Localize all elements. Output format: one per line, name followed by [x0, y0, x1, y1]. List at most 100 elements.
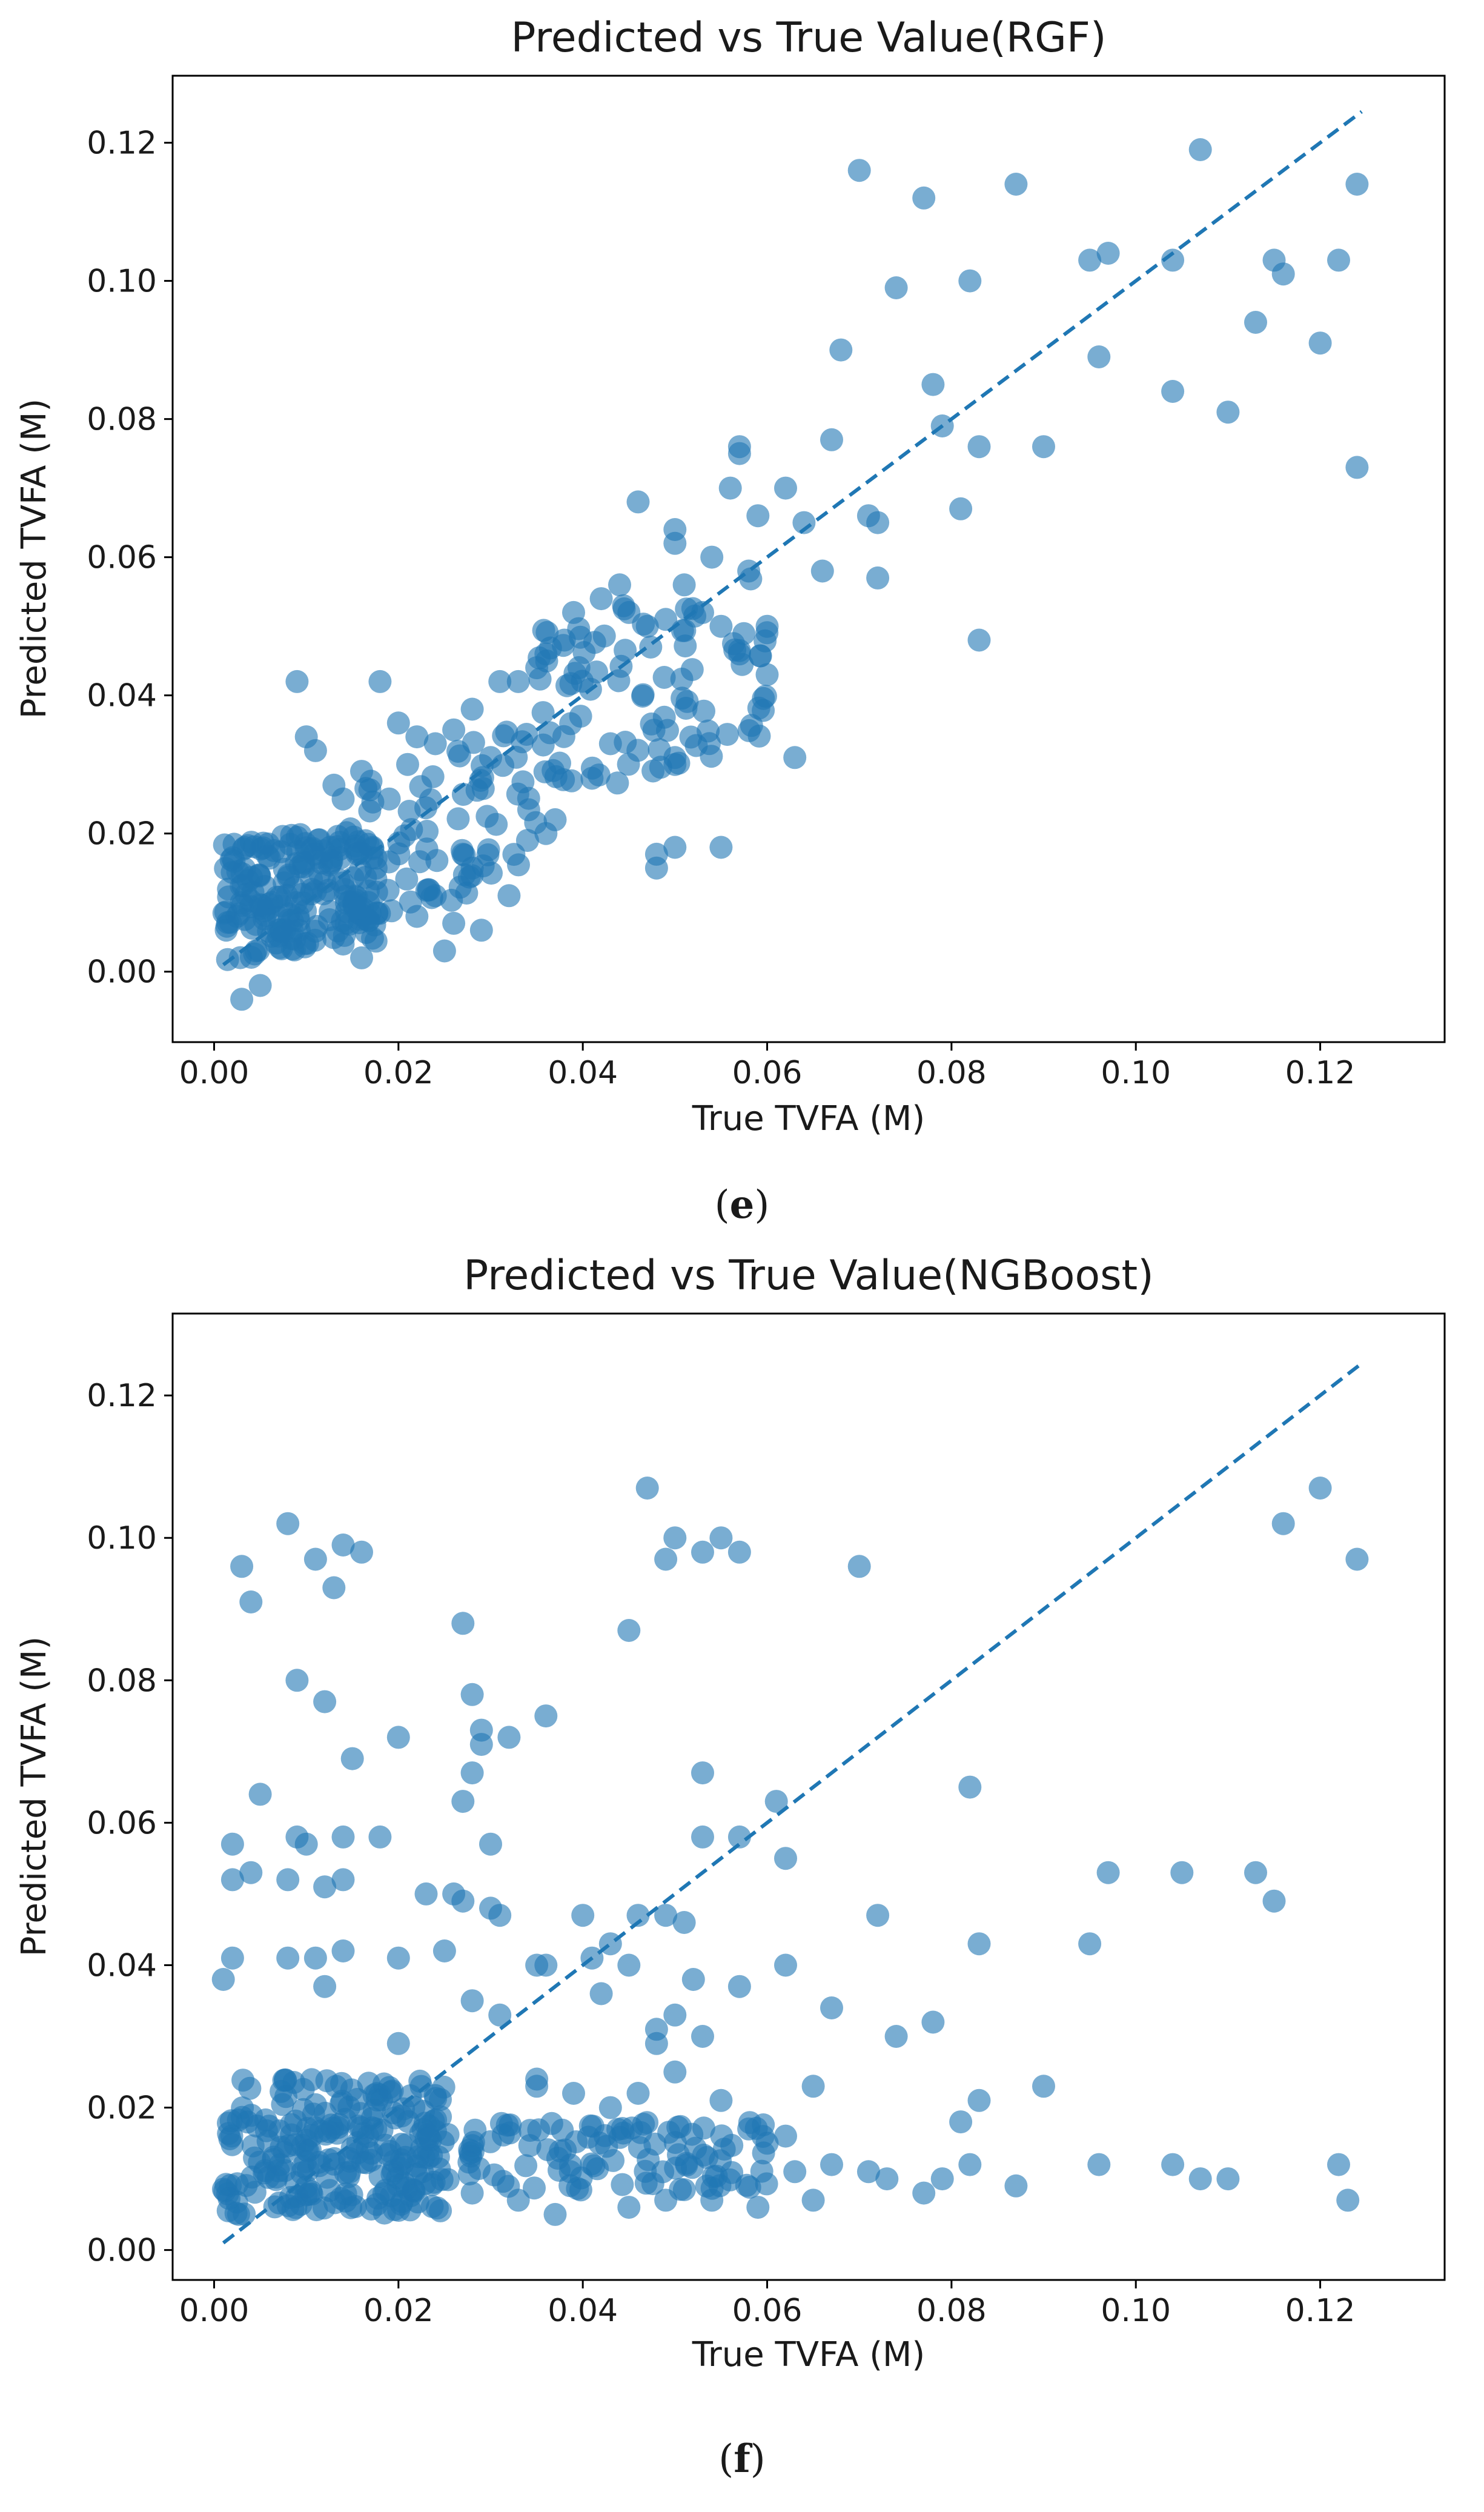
data-point: [727, 1975, 751, 1998]
data-point: [635, 1477, 659, 1500]
data-point: [670, 667, 694, 691]
data-point: [727, 642, 751, 666]
x-tick-label: 0.06: [732, 2293, 803, 2329]
chart-panel-f: Predicted vs True Value(NGBoost) 0.00 0.0…: [15, 1252, 1446, 2482]
x-tick-label: 0.08: [916, 2293, 987, 2329]
y-tick-label: 0.12: [87, 1378, 157, 1414]
data-point: [476, 843, 500, 866]
data-point: [350, 760, 373, 783]
data-point: [254, 2108, 277, 2132]
data-point: [829, 338, 853, 362]
data-point: [1078, 1932, 1102, 1956]
data-point: [262, 2145, 285, 2169]
data-point: [421, 765, 445, 788]
data-point: [313, 1690, 337, 1713]
data-point: [1336, 2188, 1360, 2212]
reference-line: [222, 1361, 1363, 2245]
data-point: [958, 1775, 982, 1799]
data-point: [1096, 1861, 1120, 1884]
data-point: [755, 2132, 779, 2155]
data-point: [345, 2088, 369, 2111]
data-point: [243, 942, 267, 966]
y-tick-label: 0.06: [87, 1805, 157, 1841]
x-tick-label: 0.00: [179, 1055, 250, 1091]
x-tick-label: 0.12: [1285, 2293, 1356, 2329]
data-point: [231, 2096, 254, 2119]
data-point: [700, 545, 724, 569]
data-point: [506, 2188, 530, 2212]
y-axis-label: Predicted TVFA (M): [15, 399, 54, 719]
data-point: [294, 725, 318, 749]
data-point: [423, 884, 447, 908]
data-point: [331, 1868, 355, 1892]
data-point: [350, 946, 373, 969]
data-point: [672, 2178, 696, 2201]
data-point: [380, 899, 403, 923]
data-point: [746, 504, 770, 528]
data-point: [469, 1733, 493, 1756]
y-tick-label: 0.10: [87, 1520, 157, 1557]
data-point: [692, 699, 715, 723]
data-point: [1096, 242, 1120, 265]
plot-frame: [171, 1312, 1446, 2281]
chart-title: Predicted vs True Value(NGBoost): [463, 1252, 1153, 1300]
y-tick-label: 0.08: [87, 1663, 157, 1699]
data-point: [1161, 380, 1185, 403]
x-tick-label: 0.00: [179, 2293, 250, 2329]
data-point: [930, 2167, 954, 2191]
data-point: [426, 2145, 450, 2169]
data-point: [331, 1825, 355, 1849]
data-point: [386, 2032, 410, 2055]
data-point: [617, 1953, 641, 1977]
data-point: [626, 490, 650, 514]
plot-frame: [171, 75, 1446, 1043]
data-point: [692, 2144, 715, 2167]
x-tick-label: 0.10: [1101, 2293, 1171, 2329]
data-point: [672, 573, 696, 597]
data-point: [458, 2138, 482, 2162]
data-point: [700, 2188, 724, 2212]
data-point: [681, 1968, 705, 1991]
data-point: [303, 1547, 327, 1571]
data-point: [231, 874, 255, 897]
data-point: [562, 2082, 585, 2105]
data-point: [535, 620, 559, 644]
data-point: [626, 2082, 650, 2105]
data-point: [654, 2188, 678, 2212]
data-point: [392, 2097, 416, 2121]
y-tick-label: 0.10: [87, 264, 157, 300]
data-point: [303, 2116, 327, 2139]
y-axis-label: Predicted TVFA (M): [15, 1636, 54, 1956]
data-point: [654, 1904, 678, 1927]
data-point: [663, 836, 687, 859]
data-point: [386, 711, 410, 735]
data-point: [1078, 248, 1102, 272]
data-point: [611, 2121, 635, 2145]
data-point: [534, 1953, 558, 1977]
data-point: [294, 1832, 318, 1856]
plot-body: 0.00 0.02 0.04 0.06 0.08 0.10 0.12 0.00 0.02 0.04…: [87, 110, 1369, 1091]
data-point: [1345, 1547, 1369, 1571]
data-point: [580, 766, 604, 790]
data-point: [912, 186, 936, 210]
data-point: [523, 2176, 546, 2200]
data-point: [583, 631, 606, 654]
data-point: [718, 476, 742, 500]
data-point: [866, 1904, 890, 1927]
data-point: [233, 2202, 256, 2226]
data-point: [611, 2173, 634, 2196]
data-point: [949, 2110, 973, 2134]
data-point: [386, 1946, 410, 1970]
data-point: [446, 740, 469, 763]
data-point: [663, 2003, 687, 2027]
data-point: [640, 712, 663, 736]
data-point: [752, 699, 775, 722]
data-point: [287, 903, 310, 927]
data-point: [405, 905, 429, 928]
data-point: [350, 1540, 373, 1564]
data-point: [691, 2025, 714, 2048]
data-point: [299, 2180, 323, 2204]
data-point: [614, 639, 637, 662]
data-point: [774, 1953, 797, 1977]
data-point: [395, 867, 419, 891]
